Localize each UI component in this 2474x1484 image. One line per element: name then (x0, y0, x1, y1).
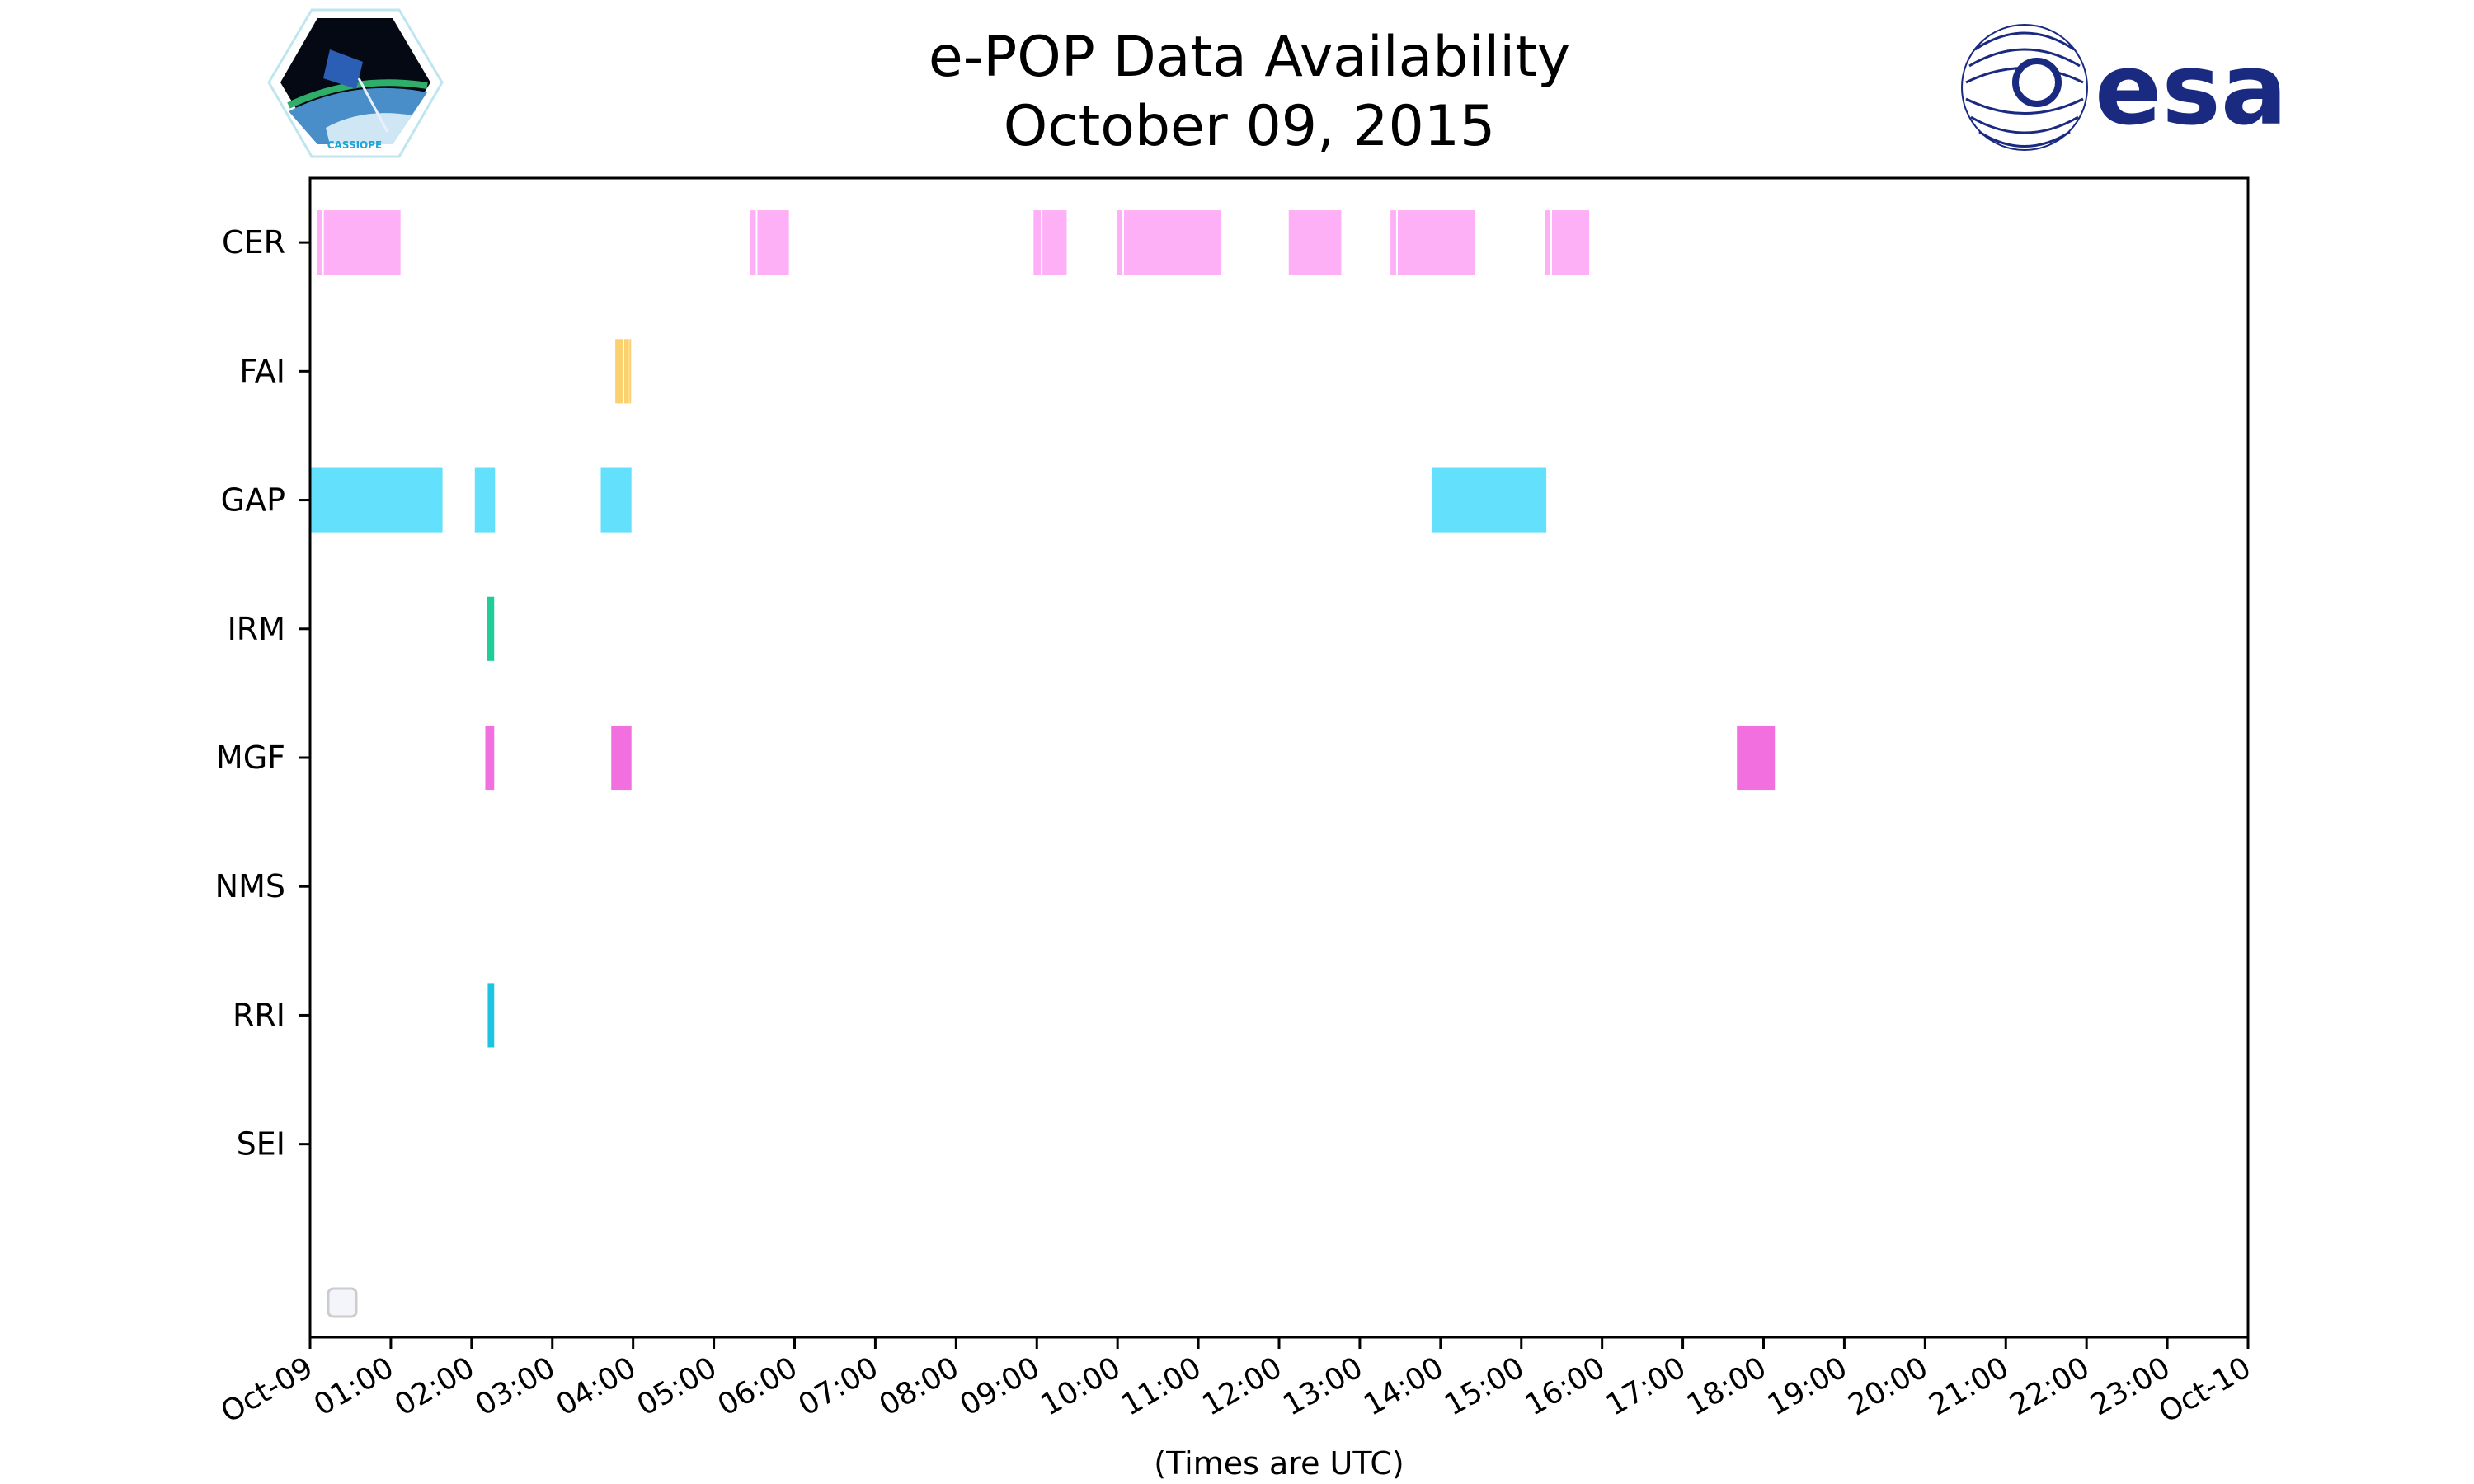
x-tick-label: 11:00 (1116, 1350, 1206, 1422)
bar-cer-6 (1117, 210, 1123, 275)
x-tick-label: 20:00 (1842, 1350, 1933, 1422)
bar-cer-12 (1551, 210, 1589, 275)
bar-fai-0 (615, 339, 623, 404)
x-tick-label: 16:00 (1520, 1350, 1611, 1422)
x-tick-label: 13:00 (1277, 1350, 1368, 1422)
x-tick-label: 15:00 (1439, 1350, 1530, 1422)
y-tick-label-sei: SEI (237, 1126, 285, 1162)
x-tick-label: 17:00 (1601, 1350, 1691, 1422)
chart-title: e-POP Data Availability (929, 25, 1570, 90)
y-tick-label-irm: IRM (228, 611, 285, 647)
x-tick-label: Oct-10 (2153, 1350, 2256, 1430)
x-tick-label: 06:00 (713, 1350, 803, 1422)
y-tick-label-mgf: MGF (216, 740, 285, 776)
bar-cer-10 (1397, 210, 1475, 275)
x-axis: Oct-0901:0002:0003:0004:0005:0006:0007:0… (215, 1337, 2257, 1430)
y-tick-label-fai: FAI (239, 353, 285, 389)
bar-mgf-2 (1737, 725, 1776, 791)
bar-cer-11 (1545, 210, 1550, 275)
y-axis: CER FAI GAP IRM MGF NMS RRI SEI (215, 224, 310, 1162)
bar-gap-1 (474, 467, 496, 533)
bar-mgf-0 (485, 725, 495, 791)
bar-gap-3 (1432, 467, 1547, 533)
bar-cer-2 (750, 210, 756, 275)
bar-gap-0 (310, 467, 443, 533)
y-tick-label-rri: RRI (233, 997, 285, 1033)
legend-box (327, 1287, 358, 1318)
bar-fai-1 (623, 339, 629, 404)
bar-cer-0 (317, 210, 322, 275)
x-tick-label: 07:00 (793, 1350, 884, 1422)
esa-logo: esa (1961, 24, 2288, 151)
x-tick-label: 08:00 (873, 1350, 964, 1422)
bar-fai-2 (629, 339, 632, 404)
bar-rri-0 (487, 983, 495, 1048)
bars-layer (310, 210, 1776, 1048)
x-tick-label: Oct-09 (215, 1350, 318, 1430)
x-tick-label: 03:00 (470, 1350, 561, 1422)
cassiope-logo-text: CASSIOPE (327, 139, 383, 151)
bar-cer-7 (1124, 210, 1221, 275)
cassiope-logo: CASSIOPE (267, 8, 444, 158)
x-tick-label: 22:00 (2004, 1350, 2095, 1422)
x-axis-label: (Times are UTC) (1154, 1445, 1404, 1482)
bar-gap-2 (600, 467, 632, 533)
x-tick-label: 21:00 (1923, 1350, 2014, 1422)
bar-cer-9 (1390, 210, 1396, 275)
bar-cer-3 (757, 210, 789, 275)
bar-cer-1 (323, 210, 401, 275)
x-tick-label: 02:00 (389, 1350, 480, 1422)
x-tick-label: 12:00 (1197, 1350, 1287, 1422)
y-tick-label-nms: NMS (215, 868, 285, 904)
x-tick-label: 01:00 (308, 1350, 399, 1422)
esa-logo-text: esa (2095, 33, 2288, 148)
y-tick-label-gap: GAP (221, 482, 285, 519)
bar-irm-0 (487, 596, 495, 661)
bar-mgf-1 (611, 725, 632, 791)
x-tick-label: 04:00 (551, 1350, 642, 1422)
x-tick-label: 10:00 (1035, 1350, 1126, 1422)
plot-frame (308, 176, 2250, 1339)
y-tick-label-cer: CER (222, 224, 285, 261)
bar-cer-5 (1042, 210, 1067, 275)
x-tick-label: 05:00 (632, 1350, 722, 1422)
bar-cer-4 (1033, 210, 1042, 275)
x-tick-label: 18:00 (1681, 1350, 1772, 1422)
bar-cer-8 (1288, 210, 1342, 275)
x-tick-label: 19:00 (1762, 1350, 1853, 1422)
x-tick-label: 09:00 (954, 1350, 1045, 1422)
chart-subtitle: October 09, 2015 (1004, 94, 1496, 159)
x-tick-label: 14:00 (1358, 1350, 1449, 1422)
